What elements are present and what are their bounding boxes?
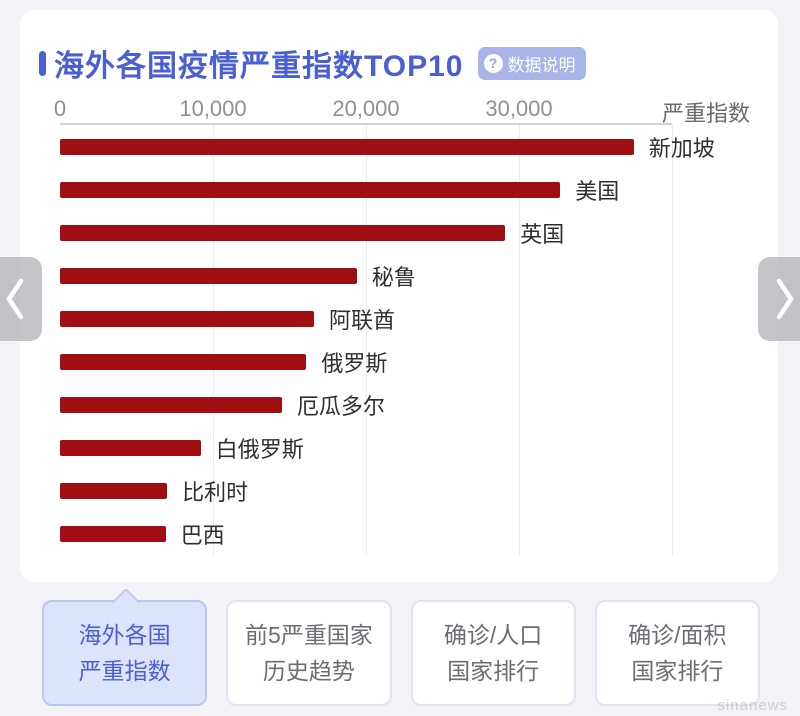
- bar-label: 巴西: [180, 523, 225, 549]
- chart-tab-bar: 海外各国 严重指数 前5严重国家 历史趋势 确诊/人口 国家排行 确诊/面积 国…: [42, 600, 760, 706]
- chevron-right-icon: [776, 278, 794, 320]
- info-badge-label: 数据说明: [507, 55, 576, 75]
- bar-label: 厄瓜多尔: [296, 394, 385, 420]
- question-mark-icon: ?: [483, 53, 503, 73]
- tab-label-line: 确诊/面积: [628, 622, 727, 648]
- bar-label: 新加坡: [648, 135, 715, 161]
- chart-header: 海外各国疫情严重指数TOP10 ? 数据说明: [39, 41, 586, 85]
- tab-overseas-severity-index[interactable]: 海外各国 严重指数: [42, 600, 208, 706]
- bar-row: 厄瓜多尔: [60, 384, 672, 427]
- bar-巴西: [60, 526, 166, 543]
- page-title: 海外各国疫情严重指数TOP10: [54, 50, 464, 83]
- tab-confirmed-per-area[interactable]: 确诊/面积 国家排行: [594, 600, 760, 706]
- tick-20000: 20,000: [332, 96, 400, 121]
- bar-row: 俄罗斯: [60, 340, 672, 383]
- bar-美国: [60, 181, 561, 198]
- gridline-20000: [366, 125, 367, 556]
- tab-label-line: 前5严重国家: [244, 622, 373, 648]
- bar-阿联酋: [60, 310, 314, 327]
- gridline-30000: [519, 125, 520, 556]
- bar-label: 俄罗斯: [321, 351, 388, 377]
- tab-top5-history-trend[interactable]: 前5严重国家 历史趋势: [226, 600, 392, 706]
- bar-新加坡: [60, 138, 634, 155]
- carousel-prev-button[interactable]: [0, 257, 42, 341]
- bar-row: 新加坡: [60, 125, 715, 168]
- bar-label: 美国: [575, 178, 620, 204]
- bar-label: 阿联酋: [328, 307, 395, 333]
- bar-label: 比利时: [182, 480, 249, 506]
- tick-0: 0: [53, 96, 67, 121]
- bar-row: 比利时: [60, 470, 672, 513]
- tab-label-line: 历史趋势: [262, 658, 355, 684]
- bar-白俄罗斯: [60, 440, 201, 457]
- tab-label-line: 国家排行: [447, 658, 540, 684]
- bar-row: 阿联酋: [60, 297, 672, 340]
- gridline-10000: [213, 125, 214, 556]
- bar-row: 美国: [60, 168, 672, 211]
- bar-俄罗斯: [60, 354, 307, 371]
- tab-label-line: 海外各国: [78, 622, 171, 648]
- tab-label-line: 严重指数: [78, 658, 171, 684]
- tick-10000: 10,000: [179, 96, 247, 121]
- tab-label-line: 国家排行: [631, 658, 724, 684]
- tab-confirmed-per-population[interactable]: 确诊/人口 国家排行: [410, 600, 576, 706]
- carousel-next-button[interactable]: [758, 257, 800, 341]
- bar-row: 英国: [60, 211, 672, 254]
- bar-秘鲁: [60, 267, 357, 284]
- bar-row: 秘鲁: [60, 254, 672, 297]
- gridline-40000: [672, 125, 673, 556]
- bar-英国: [60, 224, 506, 241]
- bar-row: 巴西: [60, 513, 672, 556]
- bar-label: 英国: [520, 221, 565, 247]
- title-accent-bar: [39, 50, 46, 76]
- bar-比利时: [60, 483, 168, 500]
- tab-label-line: 确诊/人口: [443, 622, 543, 648]
- bar-row: 白俄罗斯: [60, 427, 672, 470]
- axis-title: 严重指数: [661, 101, 750, 126]
- watermark: sinanews: [717, 697, 788, 714]
- chart-card: 海外各国疫情严重指数TOP10 ? 数据说明 0 10,000 20,000 3…: [20, 10, 778, 582]
- bar-厄瓜多尔: [60, 397, 282, 414]
- x-axis-ticks: 0 10,000 20,000 30,000: [54, 96, 672, 124]
- chevron-left-icon: [6, 278, 24, 320]
- bar-label: 秘鲁: [371, 264, 416, 290]
- data-info-badge[interactable]: ? 数据说明: [477, 46, 586, 80]
- tick-30000: 30,000: [485, 96, 553, 121]
- plot-area: 新加坡美国 英国秘鲁阿联酋俄罗斯厄瓜多尔白俄罗斯比利时巴西: [60, 123, 715, 556]
- bar-label: 白俄罗斯: [215, 437, 304, 463]
